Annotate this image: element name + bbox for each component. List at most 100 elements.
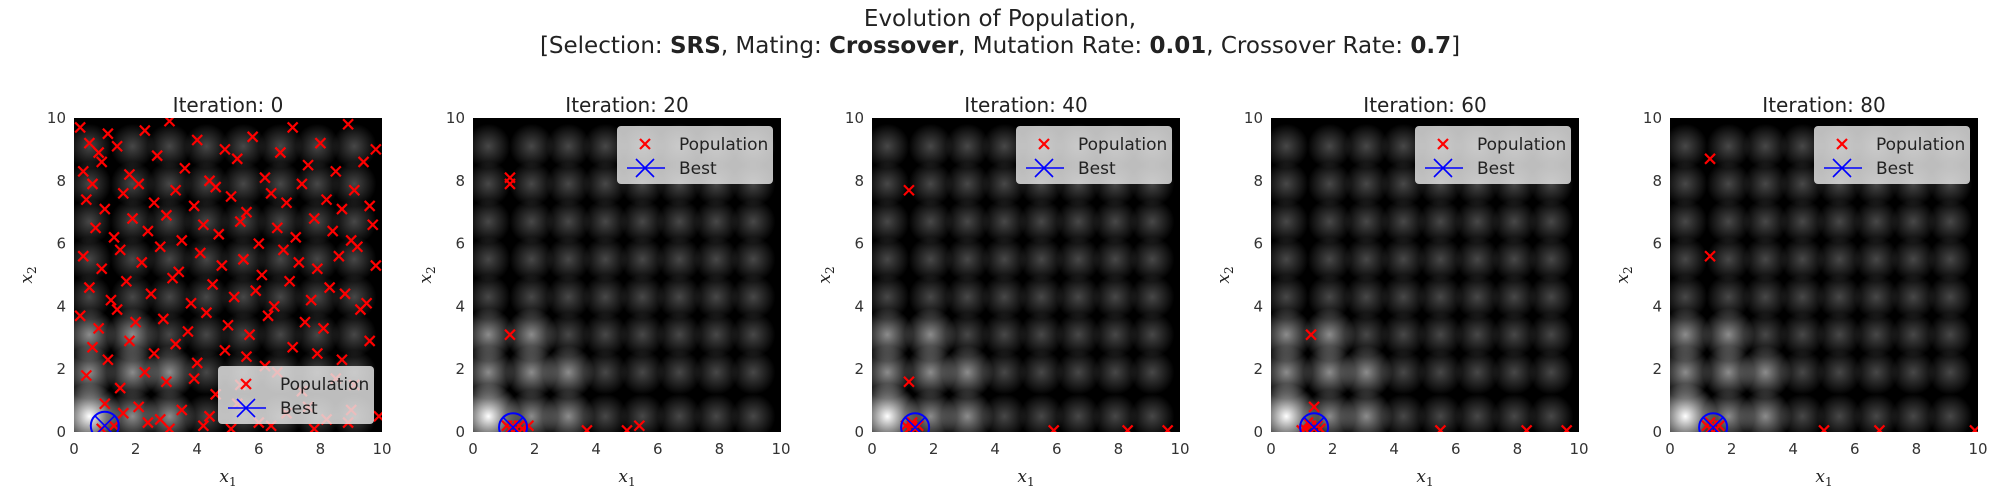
y-tick-label: 4 [1253,297,1263,315]
landscape-peak [1303,307,1356,362]
x-tick-label: 2 [929,440,939,458]
landscape-peak [1271,199,1309,245]
population-point [225,423,237,432]
landscape-peak [1093,349,1138,395]
subplot-title: Iteration: 20 [565,93,688,117]
population-point [74,310,86,322]
landscape-peak [542,345,595,400]
landscape-peak [1743,161,1788,207]
population-point [86,178,99,190]
landscape-peak [872,161,910,207]
landscape-peak [1093,199,1138,245]
landscape-peak [1743,123,1788,169]
population-point [581,424,593,432]
population-point [326,225,339,237]
y-tick-label: 8 [56,172,66,190]
landscape-peak [1093,312,1138,358]
landscape-peak [872,123,910,169]
landscape-peak [509,274,554,320]
y-tick-label: 6 [1652,235,1662,253]
landscape-peak [147,199,192,245]
population-point [903,184,915,196]
landscape-peak [731,199,776,245]
landscape-peak [1418,274,1463,320]
legend-population-label: Population [679,135,768,155]
population-point [185,297,197,310]
population-point [280,197,293,209]
landscape-peak [1706,236,1751,282]
landscape-peak [473,123,511,169]
x-tick-label: 2 [530,440,540,458]
population-point [154,413,167,426]
landscape-peak [1381,393,1426,432]
landscape-peak [1093,236,1138,282]
landscape-peak [1706,123,1751,169]
landscape-peak [1271,236,1309,282]
landscape-peak [546,236,591,282]
landscape-peak [1307,274,1352,320]
y-tick-label: 2 [56,360,66,378]
landscape-peak [583,236,628,282]
x-tick-label: 2 [131,440,141,458]
x-tick-label: 2 [1727,440,1737,458]
landscape-peak [473,307,515,362]
landscape-peak [1670,307,1712,362]
legend-best-marker [1034,158,1054,178]
population-point [222,319,234,332]
population-point [191,357,203,369]
y-axis-label: x2 [17,266,39,283]
population-point [633,419,646,432]
population-point [209,181,222,193]
legend-population-marker [639,138,651,150]
population-point [200,306,213,319]
landscape-peak [657,199,702,245]
legend-best-marker [1832,158,1852,178]
landscape-peak [258,123,303,169]
landscape-peak [982,236,1027,282]
landscape-peak [620,236,665,282]
population-point [105,294,117,306]
population-point [320,193,333,206]
population-point [504,178,516,190]
best-point-cross [94,415,116,432]
x-tick-label: 8 [1513,440,1523,458]
landscape-peak [74,274,112,320]
landscape-peak [505,345,558,400]
population-point [176,234,188,247]
population-point [339,288,351,300]
landscape-peak [1529,393,1574,432]
landscape-peak [872,199,910,245]
landscape-peak [1817,393,1862,432]
landscape-peak [1702,307,1755,362]
landscape-peak [620,312,665,358]
landscape-peak [1780,274,1825,320]
landscape-peak [1130,349,1175,395]
y-tick-label: 10 [446,109,465,127]
x-tick-label: 8 [316,440,326,458]
legend-best-marker [635,158,655,178]
population-point [268,300,280,313]
landscape-peak [1854,199,1899,245]
landscape-peak [657,274,702,320]
y-tick-label: 10 [1643,109,1662,127]
subplot-4: 0 2 4 6 8 10 0 2 4 6 8 10 Iteration: 80 x1 x2 Populatio… [1613,93,1988,489]
x-tick-label: 8 [715,440,725,458]
population-point [336,354,348,366]
legend-best-marker [1433,158,1453,178]
population-point [1873,424,1886,432]
population-point [135,256,148,269]
landscape-peak [908,274,953,320]
landscape-peak [1854,274,1899,320]
legend-population-label: Population [280,375,369,395]
y-tick-label: 8 [854,172,864,190]
landscape-peak [1455,236,1500,282]
landscape-peak [982,312,1027,358]
landscape-peak [1344,312,1389,358]
population-point [212,228,225,240]
landscape-peak [509,161,554,207]
y-tick-label: 6 [1253,235,1263,253]
subplot-2: 0 2 4 6 8 10 0 2 4 6 8 10 Iteration: 40 x1 x2 Populatio… [815,93,1190,489]
landscape-peak [473,236,511,282]
y-tick-label: 10 [1244,109,1263,127]
landscape-peak [1455,393,1500,432]
